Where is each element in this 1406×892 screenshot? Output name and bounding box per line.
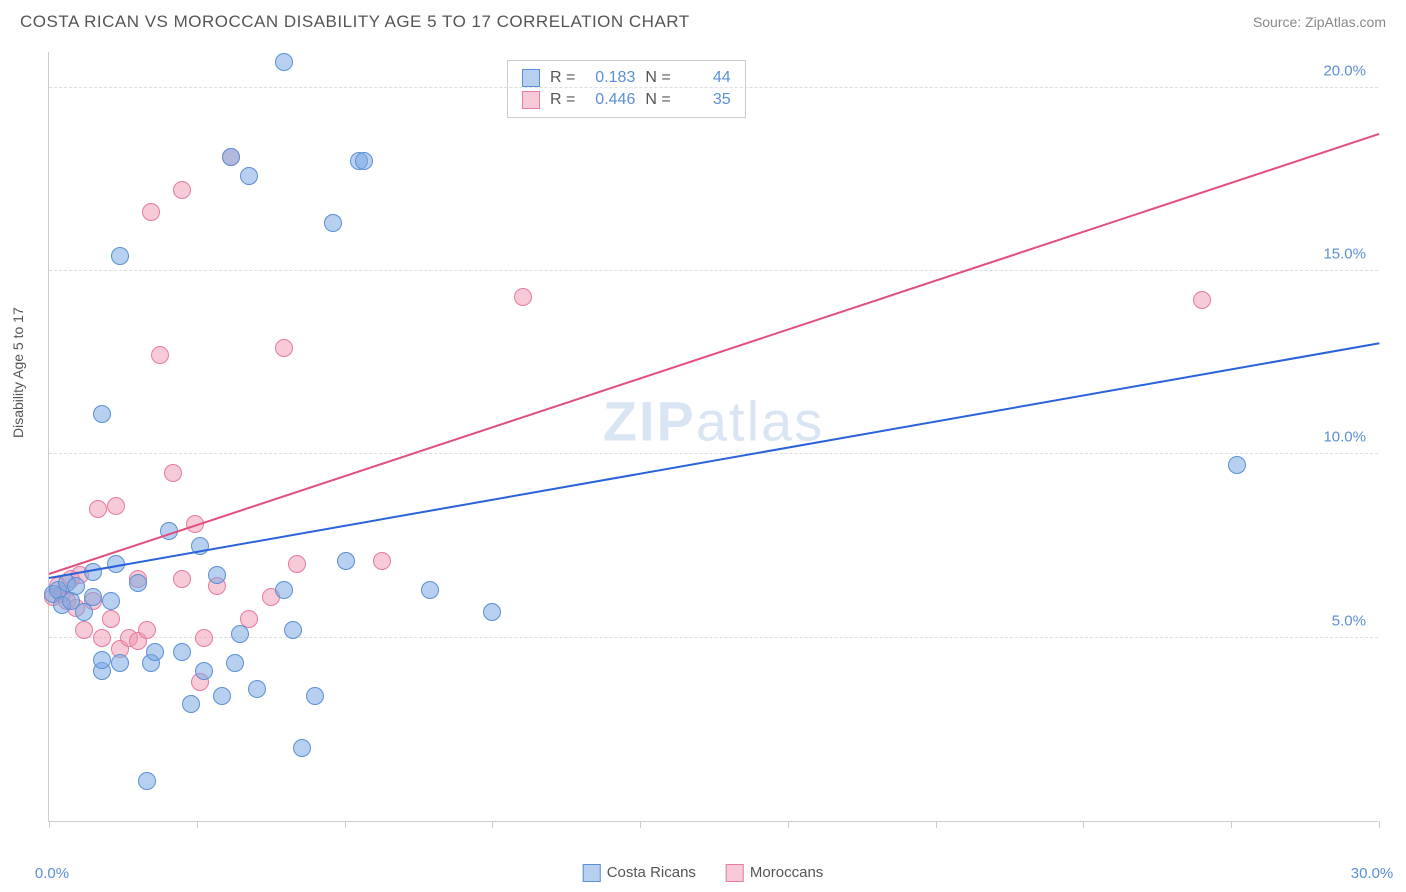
data-point bbox=[306, 687, 324, 705]
data-point bbox=[483, 603, 501, 621]
data-point bbox=[164, 464, 182, 482]
n-value: 35 bbox=[681, 91, 731, 109]
gridline bbox=[49, 453, 1378, 454]
data-point bbox=[146, 643, 164, 661]
n-value: 44 bbox=[681, 69, 731, 87]
data-point bbox=[355, 152, 373, 170]
y-tick-label: 15.0% bbox=[1323, 246, 1366, 263]
y-tick-label: 20.0% bbox=[1323, 62, 1366, 79]
header: COSTA RICAN VS MOROCCAN DISABILITY AGE 5… bbox=[0, 0, 1406, 40]
data-point bbox=[337, 552, 355, 570]
data-point bbox=[111, 654, 129, 672]
data-point bbox=[514, 288, 532, 306]
data-point bbox=[93, 629, 111, 647]
data-point bbox=[142, 203, 160, 221]
x-tick bbox=[197, 821, 198, 828]
data-point bbox=[248, 680, 266, 698]
data-point bbox=[151, 346, 169, 364]
data-point bbox=[222, 148, 240, 166]
r-value: 0.446 bbox=[585, 91, 635, 109]
data-point bbox=[67, 577, 85, 595]
legend-item: Moroccans bbox=[726, 864, 823, 882]
data-point bbox=[182, 695, 200, 713]
legend-label: Moroccans bbox=[750, 864, 823, 881]
legend-swatch-pink bbox=[522, 91, 540, 109]
x-tick bbox=[492, 821, 493, 828]
data-point bbox=[421, 581, 439, 599]
gridline bbox=[49, 637, 1378, 638]
data-point bbox=[89, 500, 107, 518]
data-point bbox=[107, 497, 125, 515]
legend-series: Costa Ricans Moroccans bbox=[583, 864, 824, 882]
data-point bbox=[195, 662, 213, 680]
r-label: R = bbox=[550, 69, 575, 87]
scatter-chart: R = 0.183 N = 44 R = 0.446 N = 35 ZIPatl… bbox=[48, 52, 1378, 822]
data-point bbox=[93, 651, 111, 669]
data-point bbox=[213, 687, 231, 705]
x-tick bbox=[640, 821, 641, 828]
watermark: ZIPatlas bbox=[603, 389, 824, 454]
legend-swatch-blue bbox=[583, 864, 601, 882]
data-point bbox=[84, 588, 102, 606]
r-label: R = bbox=[550, 91, 575, 109]
data-point bbox=[324, 214, 342, 232]
x-tick bbox=[936, 821, 937, 828]
y-tick-label: 5.0% bbox=[1332, 612, 1366, 629]
x-tick bbox=[788, 821, 789, 828]
legend-swatch-pink bbox=[726, 864, 744, 882]
data-point bbox=[93, 405, 111, 423]
legend-stats: R = 0.183 N = 44 R = 0.446 N = 35 bbox=[507, 60, 746, 118]
data-point bbox=[288, 555, 306, 573]
data-point bbox=[293, 739, 311, 757]
data-point bbox=[275, 339, 293, 357]
x-tick bbox=[1083, 821, 1084, 828]
data-point bbox=[102, 592, 120, 610]
gridline bbox=[49, 87, 1378, 88]
data-point bbox=[75, 621, 93, 639]
r-value: 0.183 bbox=[585, 69, 635, 87]
x-tick bbox=[1231, 821, 1232, 828]
source-label: Source: ZipAtlas.com bbox=[1253, 14, 1386, 30]
data-point bbox=[102, 610, 120, 628]
data-point bbox=[138, 772, 156, 790]
x-tick bbox=[1379, 821, 1380, 828]
data-point bbox=[240, 167, 258, 185]
data-point bbox=[275, 581, 293, 599]
data-point bbox=[208, 566, 226, 584]
legend-item: Costa Ricans bbox=[583, 864, 696, 882]
y-axis-label: Disability Age 5 to 17 bbox=[10, 307, 26, 438]
legend-swatch-blue bbox=[522, 69, 540, 87]
data-point bbox=[195, 629, 213, 647]
data-point bbox=[138, 621, 156, 639]
data-point bbox=[173, 643, 191, 661]
data-point bbox=[373, 552, 391, 570]
data-point bbox=[173, 181, 191, 199]
n-label: N = bbox=[645, 69, 670, 87]
trendline bbox=[49, 133, 1380, 575]
x-axis-min-label: 0.0% bbox=[35, 865, 69, 882]
n-label: N = bbox=[645, 91, 670, 109]
trendline bbox=[49, 342, 1379, 579]
x-tick bbox=[345, 821, 346, 828]
data-point bbox=[1193, 291, 1211, 309]
data-point bbox=[1228, 456, 1246, 474]
data-point bbox=[275, 53, 293, 71]
legend-label: Costa Ricans bbox=[607, 864, 696, 881]
data-point bbox=[231, 625, 249, 643]
data-point bbox=[173, 570, 191, 588]
x-tick bbox=[49, 821, 50, 828]
data-point bbox=[226, 654, 244, 672]
legend-stats-row: R = 0.446 N = 35 bbox=[522, 89, 731, 111]
chart-title: COSTA RICAN VS MOROCCAN DISABILITY AGE 5… bbox=[20, 12, 690, 32]
data-point bbox=[129, 574, 147, 592]
x-axis-max-label: 30.0% bbox=[1351, 865, 1394, 882]
data-point bbox=[111, 247, 129, 265]
data-point bbox=[284, 621, 302, 639]
gridline bbox=[49, 270, 1378, 271]
y-tick-label: 10.0% bbox=[1323, 429, 1366, 446]
